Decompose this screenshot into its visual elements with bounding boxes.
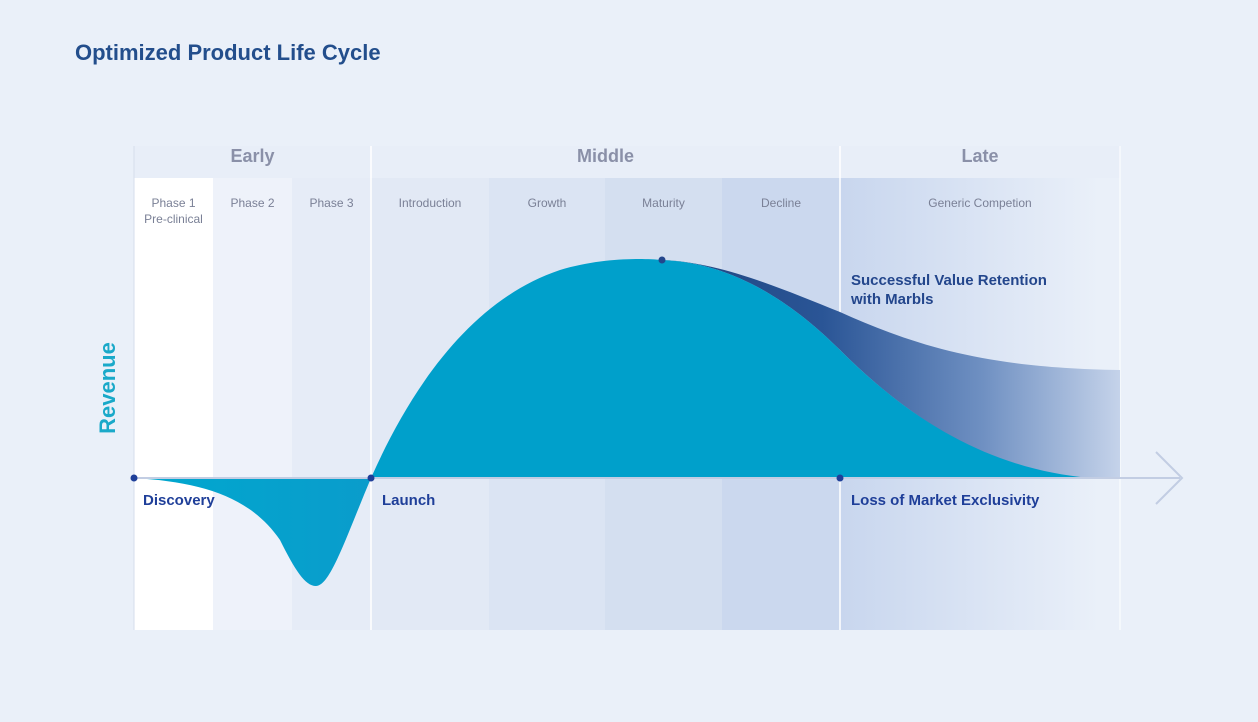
phase-label-introduction: Introduction (398, 196, 462, 210)
discovery-dot (130, 474, 138, 482)
phase-label-phase1: Phase 1 Pre-clinical (144, 196, 203, 226)
retention-callout: Successful Value Retention with Marbls (851, 272, 1047, 308)
launch-dot (367, 474, 375, 482)
milestone-loss-of-exclusivity: Loss of Market Exclusivity (851, 492, 1040, 509)
phase-label-maturity: Maturity (642, 196, 685, 210)
peak-dot (658, 256, 666, 264)
phase-label-phase2: Phase 2 (230, 196, 275, 210)
investment-dip (134, 478, 371, 586)
loss-dot (836, 474, 844, 482)
page-title: Optimized Product Life Cycle (75, 40, 381, 65)
time-axis-arrowhead (1155, 451, 1184, 505)
phase-label-decline: Decline (760, 196, 802, 210)
stage-late: Late (961, 146, 999, 166)
phase2-column (213, 178, 292, 630)
milestone-discovery: Discovery (143, 492, 215, 509)
retention-band (662, 260, 1120, 478)
phase-label-growth: Growth (527, 196, 567, 210)
stage-header-band (134, 146, 1120, 178)
phase-label-generic: Generic Competion (928, 196, 1032, 210)
stage-early: Early (230, 146, 275, 166)
milestone-launch: Launch (382, 492, 436, 509)
phase1-column (134, 178, 213, 630)
stage-middle: Middle (577, 146, 634, 166)
revenue-axis-label: Revenue (95, 342, 120, 434)
revenue-curve (371, 259, 1090, 478)
phase-label-phase3: Phase 3 (309, 196, 354, 210)
